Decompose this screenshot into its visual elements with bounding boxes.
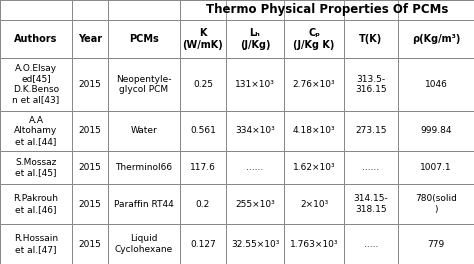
Text: Authors: Authors [14,34,58,44]
Bar [284,58,344,111]
Bar [0,58,72,111]
Text: 117.6: 117.6 [190,163,216,172]
Bar [284,224,344,264]
Text: Year: Year [78,34,102,44]
Bar [226,58,284,111]
Text: 1.763×10³: 1.763×10³ [290,239,338,248]
Bar [180,0,474,20]
Text: T(K): T(K) [359,34,383,44]
Text: A.O.Elsay
ed[45]
D.K.Benso
n et al[43]: A.O.Elsay ed[45] D.K.Benso n et al[43] [12,64,60,104]
Bar [344,111,398,151]
Bar [284,111,344,151]
Text: Paraffin RT44: Paraffin RT44 [114,200,174,209]
Bar [344,224,398,264]
Bar [108,111,180,151]
Bar [0,224,72,264]
Text: A.A
Altohamy
et al.[44]: A.A Altohamy et al.[44] [14,116,58,146]
Text: 999.84: 999.84 [420,126,452,135]
Bar [284,20,344,58]
Bar [0,20,72,58]
Bar [72,58,108,111]
Bar [226,184,284,224]
Text: 780(solid
): 780(solid ) [415,194,457,214]
Text: 1007.1: 1007.1 [420,163,452,172]
Bar [398,224,474,264]
Bar [344,20,398,58]
Bar [0,0,72,20]
Bar [108,58,180,111]
Text: Neopentyle-
glycol PCM: Neopentyle- glycol PCM [116,75,172,94]
Bar [180,151,226,184]
Text: Therminol66: Therminol66 [116,163,173,172]
Text: 2015: 2015 [79,200,101,209]
Bar [180,224,226,264]
Text: ρ(Kg/m³): ρ(Kg/m³) [412,34,460,44]
Bar [0,151,72,184]
Bar [226,111,284,151]
Bar [398,20,474,58]
Text: Lₕ
(J/Kg): Lₕ (J/Kg) [240,28,270,50]
Bar [108,224,180,264]
Text: S.Mossaz
et al.[45]: S.Mossaz et al.[45] [15,158,57,177]
Bar [72,0,108,20]
Bar [0,184,72,224]
Text: 2×10³: 2×10³ [300,200,328,209]
Text: 1046: 1046 [425,80,447,89]
Text: 334×10³: 334×10³ [235,126,275,135]
Bar [72,151,108,184]
Text: 273.15: 273.15 [355,126,387,135]
Bar [108,20,180,58]
Text: 0.561: 0.561 [190,126,216,135]
Text: 779: 779 [428,239,445,248]
Text: R.Pakrouh
et al.[46]: R.Pakrouh et al.[46] [13,194,58,214]
Bar [108,151,180,184]
Text: 255×10³: 255×10³ [235,200,275,209]
Text: 2015: 2015 [79,239,101,248]
Bar [398,184,474,224]
Text: 313.5-
316.15: 313.5- 316.15 [355,75,387,94]
Bar [72,184,108,224]
Bar [180,184,226,224]
Bar [226,224,284,264]
Bar [344,151,398,184]
Text: Thermo Physical Properties Of PCMs: Thermo Physical Properties Of PCMs [206,3,448,16]
Text: Liquid
Cyclohexane: Liquid Cyclohexane [115,234,173,254]
Text: 0.2: 0.2 [196,200,210,209]
Text: 4.18×10³: 4.18×10³ [292,126,335,135]
Text: Cₚ
(J/Kg K): Cₚ (J/Kg K) [293,28,335,50]
Bar [226,20,284,58]
Text: K
(W/mK): K (W/mK) [182,28,223,50]
Text: ......: ...... [246,163,264,172]
Text: 314.15-
318.15: 314.15- 318.15 [354,194,388,214]
Text: 2.76×10³: 2.76×10³ [292,80,335,89]
Bar [72,111,108,151]
Text: ......: ...... [363,163,380,172]
Bar [180,20,226,58]
Bar [180,111,226,151]
Bar [226,151,284,184]
Text: 0.25: 0.25 [193,80,213,89]
Bar [108,184,180,224]
Bar [72,20,108,58]
Bar [72,224,108,264]
Bar [398,151,474,184]
Text: 1.62×10³: 1.62×10³ [292,163,335,172]
Text: Water: Water [131,126,157,135]
Bar [398,58,474,111]
Bar [180,58,226,111]
Text: 0.127: 0.127 [190,239,216,248]
Text: .....: ..... [364,239,378,248]
Bar [344,58,398,111]
Text: PCMs: PCMs [129,34,159,44]
Bar [108,0,180,20]
Text: 32.55×10³: 32.55×10³ [231,239,279,248]
Text: 131×10³: 131×10³ [235,80,275,89]
Bar [284,184,344,224]
Bar [398,111,474,151]
Bar [344,184,398,224]
Text: 2015: 2015 [79,80,101,89]
Text: 2015: 2015 [79,126,101,135]
Text: R.Hossain
et al.[47]: R.Hossain et al.[47] [14,234,58,254]
Bar [284,151,344,184]
Text: 2015: 2015 [79,163,101,172]
